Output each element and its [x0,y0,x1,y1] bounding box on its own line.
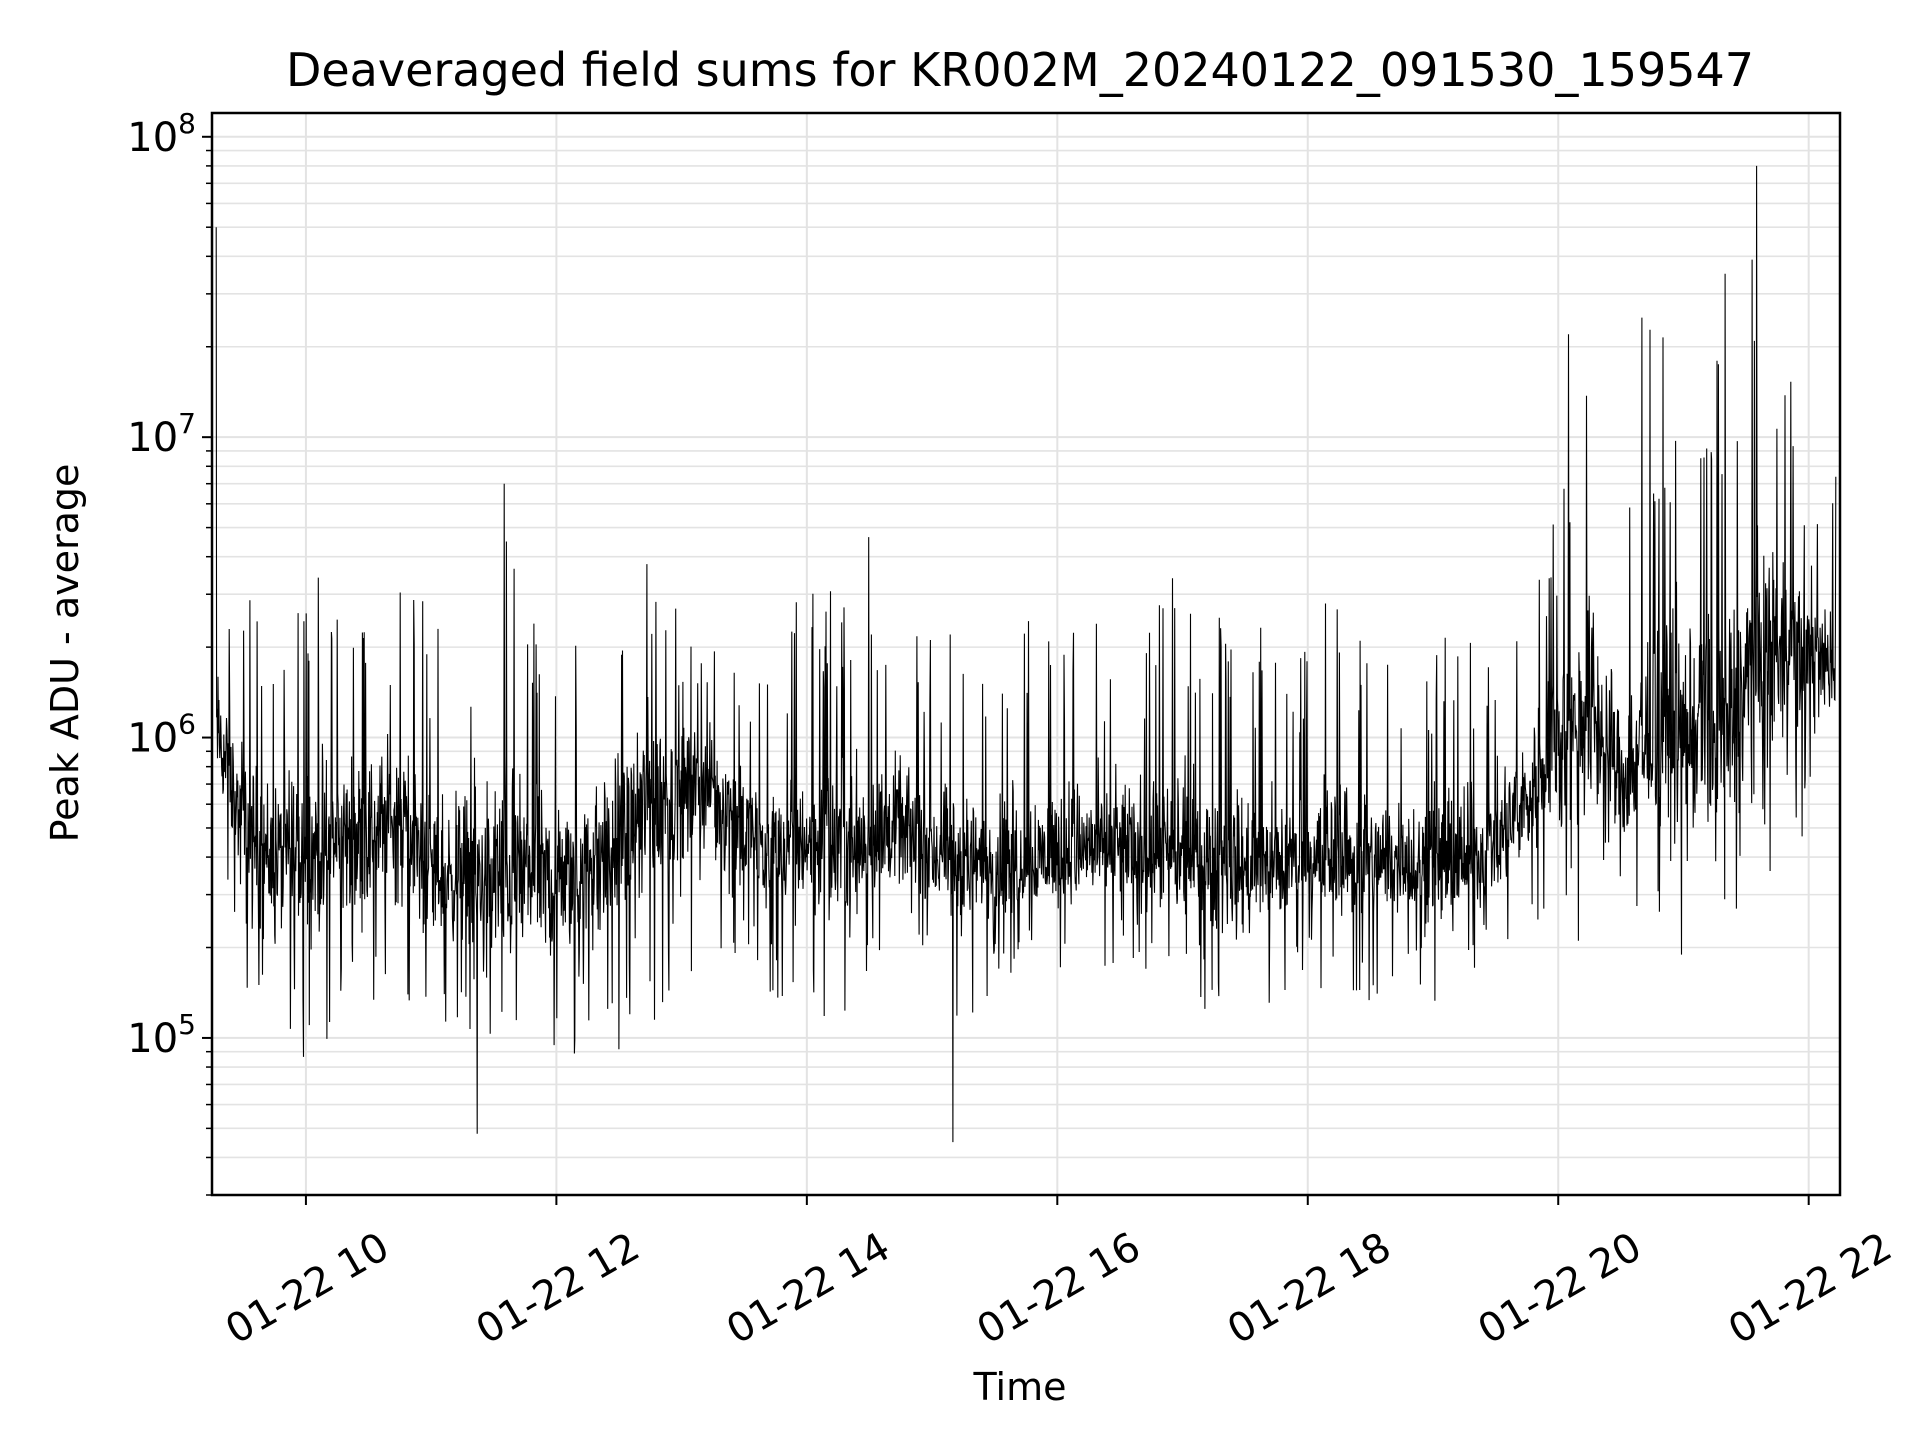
y-tick-exponent: 8 [178,107,196,140]
x-tick-label: 01-22 18 [1220,1224,1399,1354]
grid [212,113,1840,1196]
plot-frame [210,111,1842,1197]
x-tick-label: 01-22 22 [1721,1224,1900,1354]
y-axis-label: Peak ADU - average [43,464,87,843]
y-tick-base: 10 [127,716,178,762]
x-tick-label: 01-22 14 [719,1224,898,1354]
y-tick-base: 10 [127,1016,178,1062]
y-tick-label: 107 [127,407,196,461]
x-tick-label: 01-22 12 [469,1224,648,1354]
y-tick-label: 105 [127,1008,196,1062]
data-series [215,165,1837,1143]
y-tick-label: 108 [127,107,196,161]
x-axis-label: Time [973,1365,1067,1409]
x-tick-label: 01-22 20 [1470,1224,1649,1354]
chart-title: Deaveraged field sums for KR002M_2024012… [286,43,1754,97]
y-tick-label: 106 [127,708,196,762]
y-tick-base: 10 [127,415,178,461]
y-tick-exponent: 5 [178,1008,196,1041]
x-tick-label: 01-22 16 [970,1224,1149,1354]
y-tick-base: 10 [127,115,178,161]
y-tick-exponent: 7 [178,407,196,440]
data-line [215,165,1837,1143]
y-tick-exponent: 6 [178,708,196,741]
x-tick-label: 01-22 10 [218,1224,397,1354]
